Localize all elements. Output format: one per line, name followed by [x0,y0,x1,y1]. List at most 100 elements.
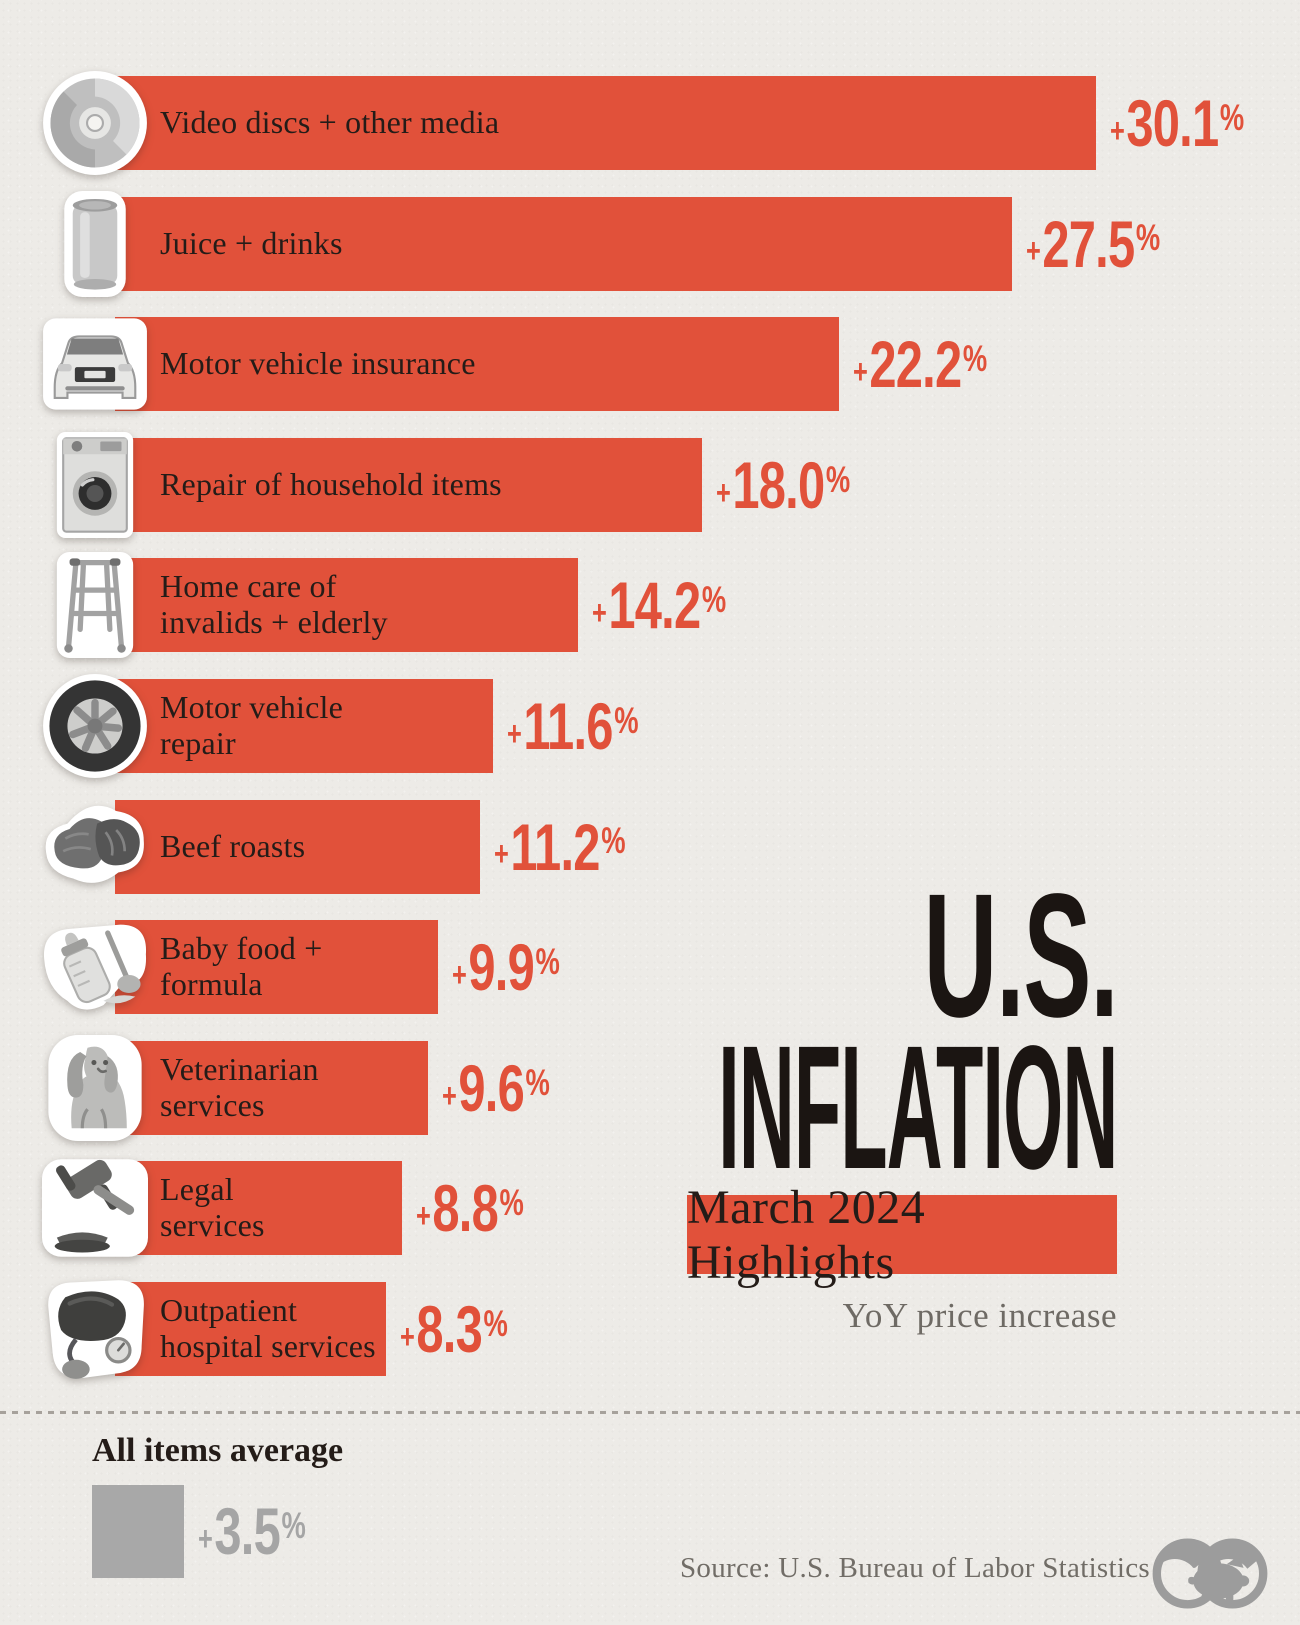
bar [115,679,494,773]
percent-sign: % [1220,96,1244,138]
beef-icon-sticker [42,794,148,900]
percent-number: 9.9 [468,930,534,1005]
bar-value: +8.8% [415,1170,524,1246]
percent-sign: % [525,1061,549,1103]
plus-sign: + [441,1076,457,1115]
percent-number: 14.2 [608,568,701,643]
bar-label: Repair of household items [160,465,502,502]
bar-label: Home care of invalids + elderly [160,568,388,641]
bar-label: Legal services [160,1171,265,1244]
washing-machine-icon [42,432,148,538]
bar-row: Baby food + formula +9.9% [0,920,1300,1015]
bar-label: Beef roasts [160,827,306,864]
plus-sign: + [715,473,731,512]
bar-label: Juice + drinks [160,224,343,261]
title-inflation: INFLATION [717,1010,1118,1206]
percent-number: 27.5 [1041,206,1135,281]
plus-sign: + [198,1519,213,1558]
walker-icon-sticker [42,552,148,658]
car-icon [42,311,148,417]
plus-sign: + [1025,232,1041,271]
percent-sign: % [825,458,850,500]
gavel-icon-sticker [42,1155,148,1261]
percent-number: 11.6 [523,689,613,763]
bp-monitor-icon [42,1276,148,1382]
percent-number: 30.1 [1126,86,1220,160]
washing-machine-icon-sticker [42,432,148,538]
percent-sign: % [962,337,987,379]
percent-number: 8.8 [432,1171,498,1246]
bar-row: Motor vehicle repair +11.6% [0,679,1300,773]
bar-row: Beef roasts +11.2% [0,799,1300,894]
bar-row: Legal services +8.8% [0,1161,1300,1255]
percent-sign: % [535,940,559,982]
dog-icon [42,1035,148,1141]
bar [115,196,1012,291]
plus-sign: + [1110,111,1125,150]
percent-sign: % [601,820,625,862]
bar-value: +14.2% [591,567,726,643]
bar-label: Motor vehicle insurance [160,345,476,382]
plus-sign: + [591,594,607,633]
percent-sign: % [499,1182,523,1224]
bar [115,799,481,894]
subtitle-box: March 2024 Highlights [687,1181,1117,1289]
percent-number: 8.3 [415,1292,482,1366]
dashed-divider [0,1411,1300,1414]
bar-label: Motor vehicle repair [160,689,343,761]
title-block: U.S. INFLATION [210,868,1118,1206]
plus-sign: + [852,353,868,392]
percent-number: 11.2 [510,809,600,884]
baby-bottle-icon [42,914,148,1020]
baby-bottle-icon-sticker [42,914,148,1020]
car-icon-sticker [42,311,148,417]
bar-row: Video discs + other media +30.1% [0,76,1300,170]
bar [115,437,702,532]
bar [115,317,839,412]
bar [115,920,438,1015]
tire-icon-sticker [42,673,148,779]
plus-sign: + [507,714,522,753]
bar-label: Veterinarian services [160,1050,319,1123]
bar-row: Juice + drinks +27.5% [0,197,1300,291]
percent-number: 18.0 [732,447,825,522]
bar [115,1161,402,1256]
bar-value: +11.2% [494,809,626,885]
yoy-note: YoY price increase [842,1296,1117,1335]
can-icon-sticker [42,191,148,297]
bar-row: Outpatient hospital services +8.3% [0,1282,1300,1376]
bar-value: +8.3% [399,1291,508,1367]
dog-icon-sticker [42,1035,148,1141]
plus-sign: + [415,1197,431,1236]
visual-capitalist-logo [1152,1538,1268,1609]
walker-icon [42,552,148,658]
bar-value: +18.0% [715,447,850,523]
average-value: +3.5% [198,1493,306,1569]
beef-icon [42,794,148,900]
percent-sign: % [483,1302,507,1344]
subtitle-text: March 2024 Highlights [687,1180,926,1289]
average-bar [92,1485,185,1578]
tire-icon [42,673,148,779]
bar-row: Veterinarian services +9.6% [0,1041,1300,1135]
percent-number: 9.6 [458,1050,524,1125]
bar [115,1282,386,1376]
bar-row: Home care of invalids + elderly +14.2% [0,558,1300,652]
bar-row: Repair of household items +18.0% [0,438,1300,532]
cd-icon [42,70,148,176]
can-icon [42,191,148,297]
bar-value: +22.2% [852,326,987,402]
bar-label: Outpatient hospital services [160,1292,376,1364]
plus-sign: + [399,1317,415,1356]
plus-sign: + [494,835,509,874]
plus-sign: + [451,956,467,995]
percent-sign: % [1135,217,1159,259]
percent-sign: % [614,699,638,741]
bar-row: Motor vehicle insurance +22.2% [0,317,1300,412]
bar-value: +27.5% [1025,206,1160,282]
gavel-icon [42,1155,148,1261]
bar-value: +11.6% [507,688,639,764]
bar-value: +9.9% [451,929,560,1005]
